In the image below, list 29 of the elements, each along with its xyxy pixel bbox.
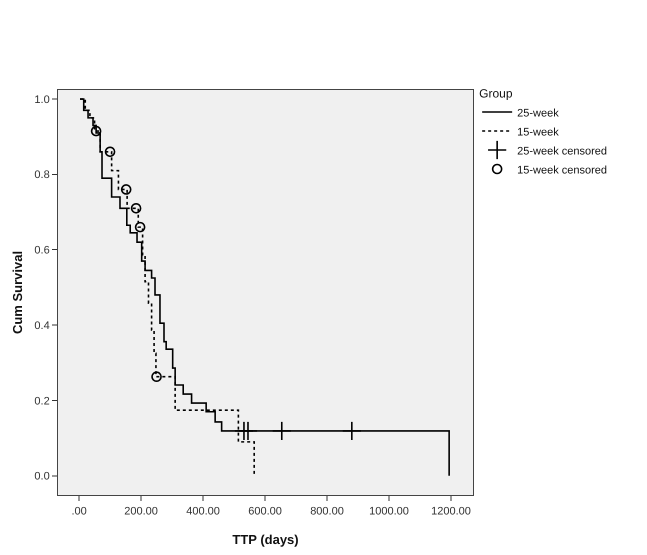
x-tick-label: 600.00 — [248, 505, 282, 518]
y-tick-label: 1.0 — [34, 94, 50, 106]
point — [120, 184, 132, 195]
point — [134, 222, 146, 232]
legend-title: Group — [479, 86, 513, 100]
x-tick-label: 800.00 — [310, 505, 344, 518]
y-tick-label: 0.0 — [34, 470, 50, 483]
y-axis-title: Cum Survival — [10, 250, 25, 334]
point — [130, 203, 142, 214]
y-tick-label: 0.2 — [34, 395, 50, 408]
point — [272, 421, 292, 441]
y-tick-label: 0.6 — [34, 244, 50, 257]
y-tick-label: 0.4 — [34, 320, 50, 332]
point — [342, 421, 362, 441]
legend-label: 15-week — [517, 126, 560, 138]
x-tick-label: 200.00 — [124, 505, 158, 518]
point — [104, 146, 116, 158]
x-tick-label: 1200.00 — [431, 505, 471, 518]
point — [151, 371, 162, 382]
point — [238, 421, 258, 441]
y-tick-label: 0.8 — [34, 169, 50, 182]
point — [90, 126, 102, 136]
x-tick-label: .00 — [71, 505, 87, 518]
legend-label: 15-week censored — [517, 164, 608, 176]
x-axis-title: TTP (days) — [232, 532, 299, 548]
x-tick-label: 1000.00 — [369, 505, 409, 518]
legend-label: 25-week censored — [517, 145, 608, 158]
x-tick-label: 400.00 — [186, 505, 220, 518]
legend-label: 25-week — [517, 107, 560, 120]
